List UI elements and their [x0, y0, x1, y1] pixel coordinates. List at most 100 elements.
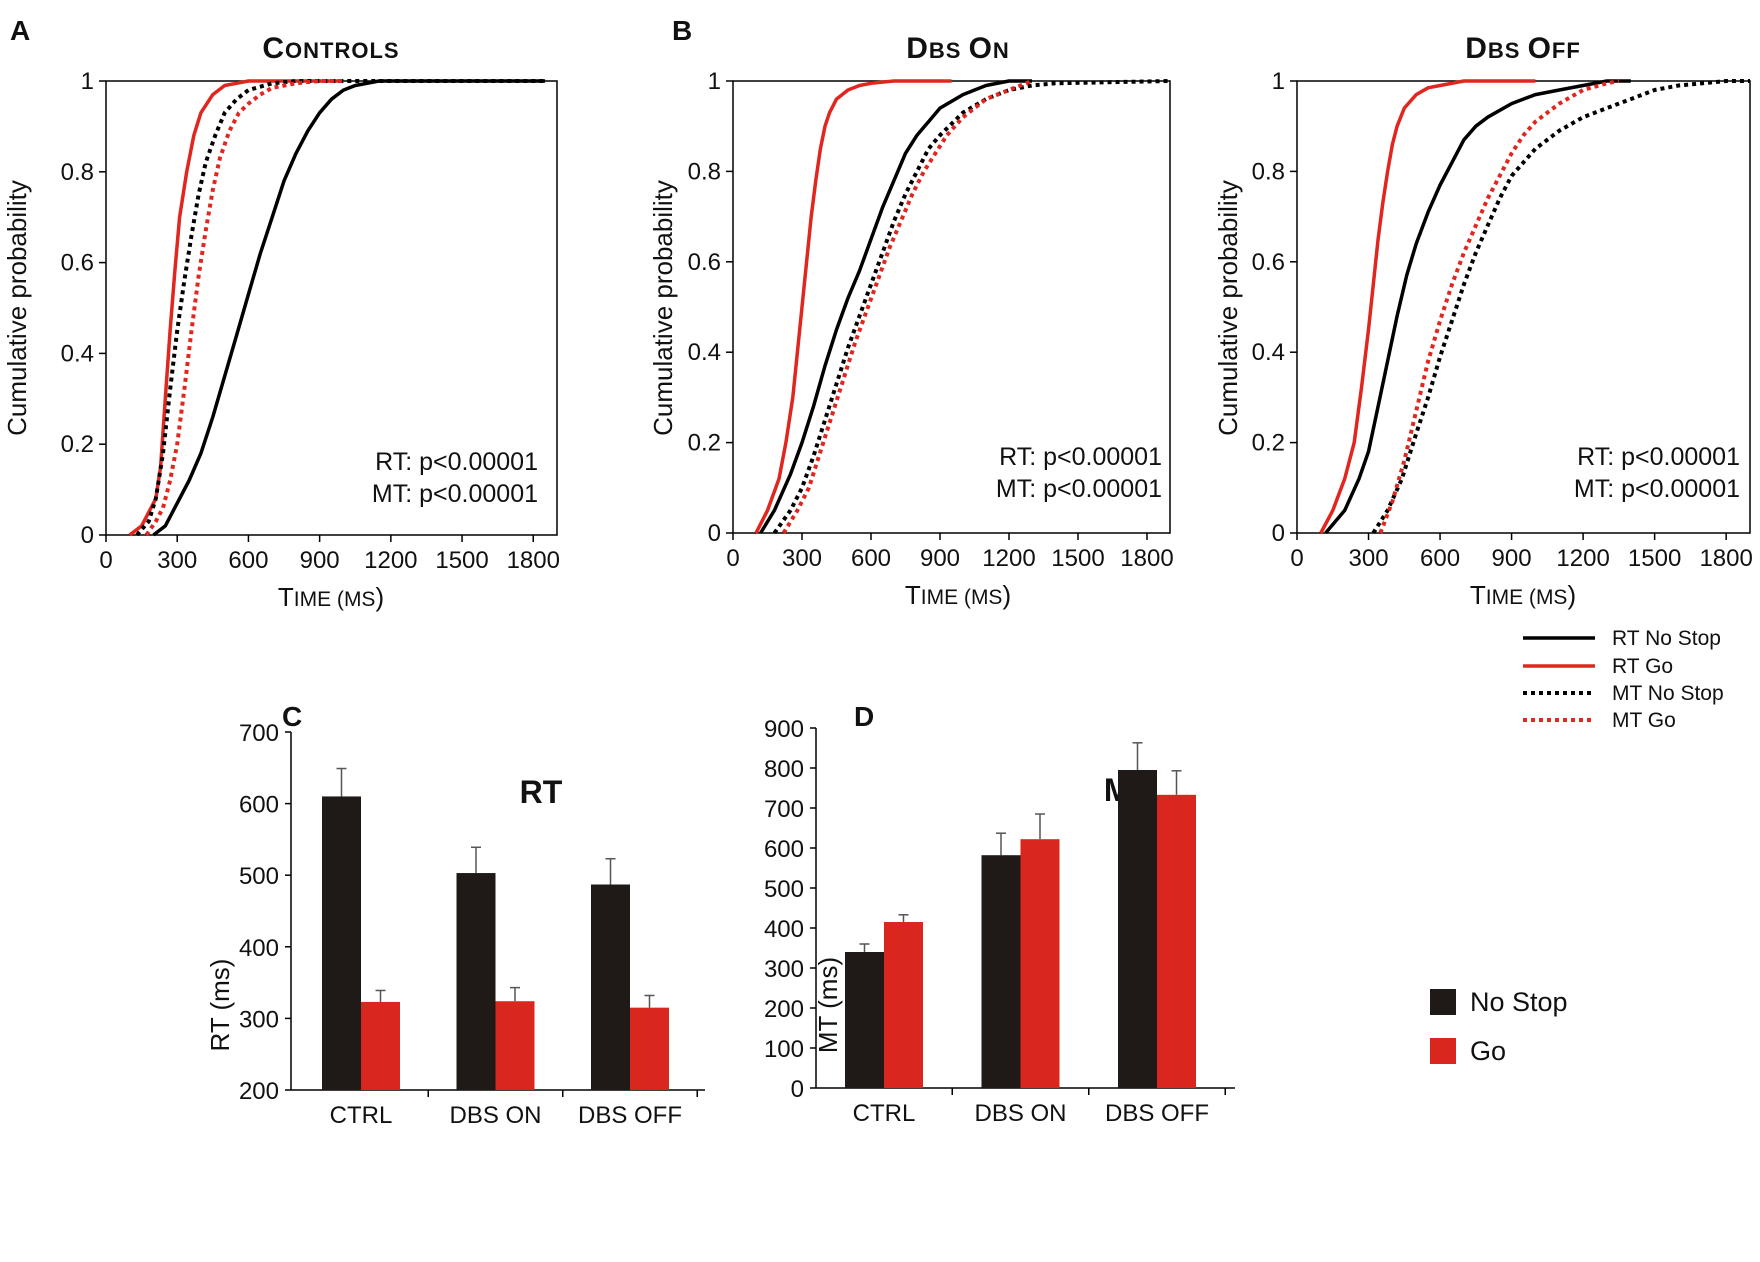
category-label: CTRL	[853, 1100, 916, 1127]
bar-no-stop	[981, 855, 1021, 1088]
series-line-mt-no-stop	[772, 79, 1171, 535]
stats-rt: RT: p<0.00001	[999, 443, 1162, 471]
x-tick-label: 900	[920, 545, 960, 572]
y-tick-label: 100	[764, 1036, 804, 1063]
y-tick-label: 0.2	[61, 431, 94, 458]
bar-chart-mt: MT MT (ms) 0100200300400500600700800900C…	[764, 716, 1235, 1127]
series-line-mt-no-stop	[1371, 79, 1750, 535]
y-tick-label: 500	[764, 876, 804, 903]
cdf-chart-dbs-on: DBS ON TIME (MS) Cumulative probability …	[648, 32, 1174, 610]
y-tick-label: 0.2	[688, 430, 721, 457]
x-axis-label: TIME (MS)	[1470, 580, 1576, 610]
stats-mt: MT: p<0.00001	[996, 475, 1162, 503]
category-label: CTRL	[330, 1102, 393, 1129]
bar-no-stop	[845, 952, 884, 1088]
x-tick-label: 600	[1420, 545, 1460, 572]
y-tick-label: 0	[81, 522, 94, 549]
y-tick-label: 700	[764, 796, 804, 823]
x-tick-label: 1500	[1628, 545, 1681, 572]
x-tick-label: 0	[726, 545, 739, 572]
y-tick-label: 0.8	[688, 158, 721, 185]
chart-title: CONTROLS	[262, 32, 399, 65]
series-line-rt-no-stop	[1324, 79, 1631, 535]
legend-label-go: Go	[1470, 1036, 1506, 1066]
x-tick-label: 1200	[1556, 545, 1609, 572]
cdf-chart-controls: CONTROLS TIME (MS) Cumulative probabilit…	[2, 32, 560, 612]
bar-no-stop	[322, 796, 361, 1090]
chart-title: DBS OFF	[1465, 32, 1581, 65]
y-tick-label: 1	[81, 68, 94, 95]
x-tick-label: 1800	[507, 547, 560, 574]
y-tick-label: 300	[239, 1006, 279, 1033]
stats-rt: RT: p<0.00001	[375, 448, 538, 476]
y-tick-label: 700	[239, 720, 279, 747]
bar-no-stop	[591, 884, 630, 1090]
panel-letter-d: D	[854, 701, 874, 732]
y-tick-label: 200	[764, 996, 804, 1023]
x-axis-label: TIME (MS)	[278, 582, 384, 612]
y-tick-label: 0.6	[688, 249, 721, 276]
y-tick-label: 1	[1272, 68, 1285, 95]
y-tick-label: 0	[708, 520, 721, 547]
y-tick-label: 600	[764, 836, 804, 863]
legend-swatch-go	[1430, 1038, 1456, 1064]
series-line-mt-go	[781, 79, 1033, 535]
y-axis-label: Cumulative probability	[648, 180, 678, 436]
category-label: DBS ON	[974, 1100, 1066, 1127]
legend-label-mt-no-stop: MT No Stop	[1612, 682, 1724, 705]
y-tick-label: 500	[239, 863, 279, 890]
legend-label-mt-go: MT Go	[1612, 709, 1676, 732]
chart-title: DBS ON	[906, 32, 1010, 65]
bar-go	[495, 1001, 535, 1090]
stats-mt: MT: p<0.00001	[372, 480, 538, 508]
series-line-mt-no-stop	[135, 79, 546, 537]
cdf-chart-dbs-off: DBS OFF TIME (MS) Cumulative probability…	[1213, 32, 1753, 610]
y-axis-label: RT (ms)	[205, 959, 235, 1052]
y-tick-label: 600	[239, 792, 279, 819]
bar-go	[1157, 794, 1196, 1088]
x-tick-label: 300	[782, 545, 822, 572]
x-tick-label: 300	[157, 547, 197, 574]
y-tick-label: 400	[239, 935, 279, 962]
y-tick-label: 0.4	[1252, 339, 1285, 366]
chart-title: RT	[520, 774, 563, 810]
bar-go	[1020, 839, 1060, 1088]
x-tick-label: 0	[99, 547, 112, 574]
x-tick-label: 1200	[982, 545, 1035, 572]
y-tick-label: 300	[764, 956, 804, 983]
y-tick-label: 1	[708, 68, 721, 95]
bar-chart-rt: RT RT (ms) 200 300 400 500 600 700 CTRL DBS ON D…	[205, 720, 705, 1129]
series-line-rt-go	[1319, 79, 1536, 534]
legend-label-no-stop: No Stop	[1470, 987, 1568, 1017]
y-tick-label: 0	[1272, 520, 1285, 547]
category-label: DBS OFF	[1105, 1100, 1209, 1127]
y-tick-label: 400	[764, 916, 804, 943]
legend-label-rt-no-stop: RT No Stop	[1612, 627, 1721, 650]
x-tick-label: 0	[1290, 545, 1303, 572]
x-axis-label: TIME (MS)	[905, 580, 1011, 610]
series-line-rt-go	[754, 79, 952, 534]
series-line-mt-go	[144, 79, 344, 537]
category-label: DBS ON	[449, 1102, 541, 1129]
y-axis-label: MT (ms)	[813, 957, 843, 1053]
x-tick-label: 600	[851, 545, 891, 572]
legend-label-rt-go: RT Go	[1612, 655, 1673, 678]
y-tick-label: 0.4	[688, 339, 721, 366]
x-tick-label: 600	[228, 547, 268, 574]
x-tick-label: 900	[1492, 545, 1532, 572]
y-tick-label: 0.8	[1252, 158, 1285, 185]
x-tick-label: 1800	[1699, 545, 1752, 572]
category-label: DBS OFF	[578, 1102, 682, 1129]
x-tick-label: 1200	[364, 547, 417, 574]
bar-go	[884, 922, 923, 1088]
y-axis-label: Cumulative probability	[1213, 180, 1243, 436]
y-tick-label: 0	[791, 1076, 804, 1103]
x-tick-label: 1500	[435, 547, 488, 574]
x-tick-label: 1500	[1051, 545, 1104, 572]
y-tick-label: 0.6	[1252, 249, 1285, 276]
bar-legend: No Stop Go	[1430, 987, 1568, 1066]
x-tick-label: 1800	[1120, 545, 1173, 572]
x-tick-label: 300	[1349, 545, 1389, 572]
bar-no-stop	[1118, 770, 1157, 1088]
